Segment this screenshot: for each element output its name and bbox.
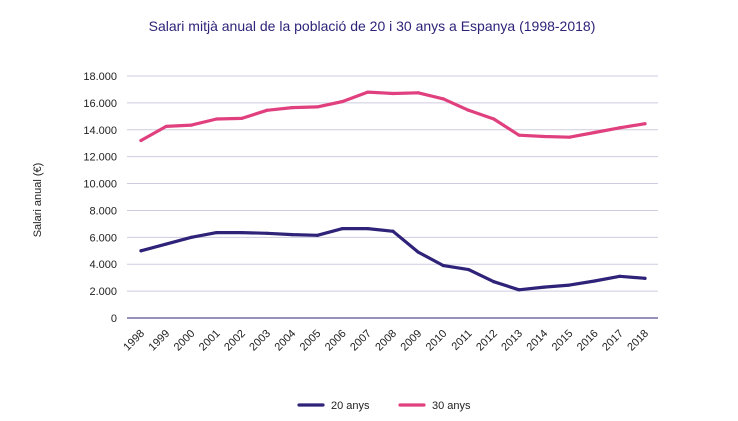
data-point (290, 233, 294, 237)
x-tick-label: 2005 (298, 328, 324, 354)
legend: 20 anys 30 anys (297, 400, 471, 412)
data-point (189, 235, 193, 239)
data-point (391, 91, 395, 96)
y-tick-label: 0 (111, 313, 117, 325)
data-point (265, 108, 269, 112)
x-axis-ticks: 1998 1999 2000 2001 2002 2003 2004 2005 2006 2007… (121, 328, 651, 354)
y-axis-ticks: 0 2.000 4.000 6.000 8.000 10.000 12.000 14.000 1… (83, 71, 117, 325)
data-point (139, 138, 143, 143)
data-point (492, 117, 496, 121)
y-tick-label: 8.000 (89, 205, 117, 217)
x-tick-label: 2006 (323, 328, 349, 354)
y-tick-label: 6.000 (89, 232, 117, 244)
data-point (416, 91, 420, 95)
data-point (391, 229, 395, 233)
x-tick-label: 2007 (348, 328, 374, 354)
x-tick-label: 2017 (600, 328, 626, 354)
data-point (139, 249, 143, 253)
data-point (567, 283, 572, 287)
data-point (643, 276, 647, 280)
data-point (240, 231, 244, 235)
y-tick-label: 18.000 (83, 71, 117, 83)
data-point (416, 250, 420, 254)
data-point (315, 105, 319, 109)
legend-label: 20 anys (331, 400, 370, 412)
x-tick-label: 2013 (499, 328, 525, 354)
x-tick-label: 1999 (147, 328, 173, 354)
x-tick-label: 2009 (399, 328, 425, 354)
y-tick-label: 10.000 (83, 179, 117, 191)
data-point (492, 280, 496, 284)
data-point (542, 285, 546, 289)
data-point (290, 105, 294, 110)
data-point (441, 97, 445, 101)
y-tick-label: 14.000 (83, 125, 117, 137)
data-point (315, 233, 319, 237)
x-tick-label: 1998 (121, 328, 147, 354)
data-point (341, 99, 345, 104)
data-point (265, 231, 269, 235)
y-tick-label: 2.000 (89, 286, 117, 298)
x-tick-label: 2003 (247, 328, 273, 354)
x-tick-label: 2011 (450, 328, 475, 353)
data-point (467, 108, 471, 112)
x-tick-label: 2016 (575, 328, 601, 354)
x-tick-label: 2000 (172, 328, 198, 354)
legend-label: 30 anys (432, 400, 471, 412)
x-tick-label: 2015 (550, 328, 576, 354)
data-point (467, 268, 471, 272)
data-point (189, 123, 193, 127)
x-tick-label: 2004 (273, 328, 299, 354)
data-point (366, 90, 370, 94)
data-point (441, 263, 445, 268)
x-tick-label: 2008 (373, 328, 399, 354)
x-tick-label: 2002 (222, 328, 248, 354)
chart-title: Salari mitjà anual de la població de 20 … (149, 18, 596, 34)
data-point (593, 279, 597, 283)
data-point (618, 126, 622, 130)
x-tick-label: 2014 (525, 328, 551, 354)
data-point (618, 274, 622, 278)
x-tick-label: 2010 (424, 328, 450, 354)
data-point (164, 242, 168, 246)
gridlines (127, 75, 658, 319)
data-point (643, 122, 647, 126)
data-point (593, 130, 597, 135)
x-tick-label: 2012 (474, 328, 500, 354)
y-axis-label: Salari anual (€) (32, 163, 44, 238)
data-point (215, 117, 219, 121)
x-tick-label: 2001 (197, 328, 223, 354)
data-point (366, 226, 370, 231)
data-point (240, 116, 244, 120)
data-point (215, 231, 219, 235)
data-point (567, 135, 572, 139)
x-tick-label: 2018 (625, 328, 651, 354)
data-point (517, 133, 521, 137)
y-tick-label: 4.000 (89, 259, 117, 271)
data-point (542, 134, 546, 139)
series-line (139, 90, 647, 143)
data-point (164, 124, 168, 129)
y-tick-label: 12.000 (83, 152, 117, 164)
series-lines (139, 90, 647, 292)
data-point (341, 226, 345, 231)
y-tick-label: 16.000 (83, 98, 117, 110)
data-point (517, 288, 521, 292)
